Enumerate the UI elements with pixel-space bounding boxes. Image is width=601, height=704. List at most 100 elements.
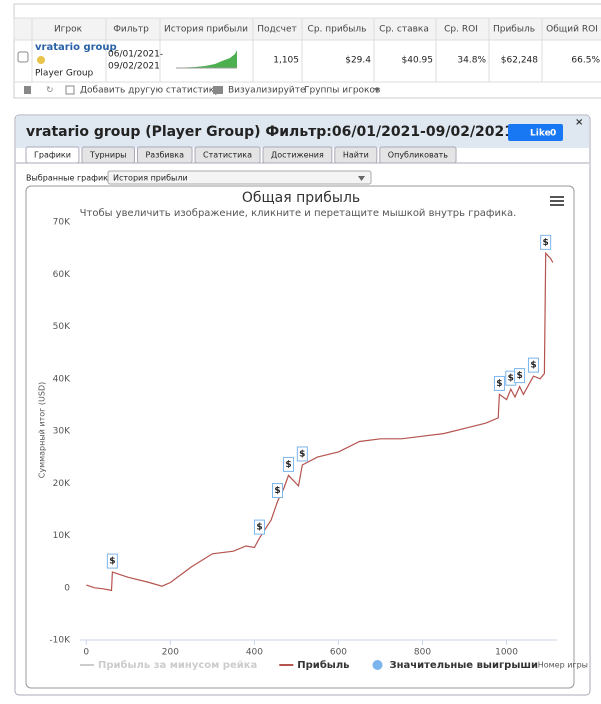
header: Прибыль [493,25,535,35]
y-tick-label: 70K [53,218,71,228]
big-win-label: $ [496,379,502,389]
header: Ср. ROI [444,25,478,35]
add-icon [65,85,75,95]
y-tick-label: 20K [53,479,71,489]
dropdown-arrow [374,88,380,92]
big-win-label: $ [285,460,291,470]
like-button[interactable] [508,124,563,141]
header: Фильтр [113,25,149,35]
select-arrow [358,176,365,181]
big-win-label: $ [274,486,280,496]
cell: 66.5% [571,56,600,66]
panel-title: vratario group (Player Group) Фильтр:06/… [26,124,514,140]
row-values: 1,105 $29.4 $40.95 34.8% $62,248 66.5% [273,56,600,66]
y-tick-label: -10K [49,636,71,646]
header-row [13,17,601,41]
big-win-label: $ [516,371,522,381]
big-win-marker[interactable] [540,234,552,250]
cell: $29.4 [345,56,371,66]
header: Ср. прибыль [308,25,367,35]
legend-label[interactable]: Значительные выигрыши [390,660,539,671]
legend-label[interactable]: Прибыль [297,659,349,671]
y-tick-label: 40K [53,374,71,384]
big-win-label: $ [256,523,262,533]
profit-line [86,251,554,592]
filter-dates: 06/01/2021- [108,50,163,60]
refresh-icon[interactable]: ↻ [46,86,54,96]
x-tick-label: 400 [246,648,263,658]
big-win-label: $ [543,238,549,248]
row-checkbox[interactable] [17,51,29,63]
visualize[interactable]: Визуализируйте [228,86,306,96]
player-groups[interactable]: Группы игроков [304,86,380,96]
y-tick-label: 0 [64,583,70,593]
group-icon [37,56,45,64]
big-win-marker[interactable] [514,368,526,384]
x-tick-label: 800 [414,648,431,658]
visualize-icon [213,86,223,94]
big-win-marker[interactable] [253,519,265,535]
tab-label: Разбивка [145,151,184,160]
cell: 1,105 [273,56,299,66]
big-win-label: $ [508,374,514,384]
delete-icon[interactable] [24,86,31,94]
tab-label: Найти [343,151,369,160]
toolbar: ↻ Добавить другую статистику Визуализиру… [24,85,380,96]
chart-select[interactable] [107,170,372,185]
big-win-marker[interactable] [296,446,308,462]
x-axis-label: Номер игры [538,661,588,670]
header: Игрок [54,25,83,35]
tab-label: Статистика [203,151,252,160]
header: Подсчет [257,25,297,35]
x-tick-label: 0 [83,648,89,658]
like-label: Like [530,129,551,139]
big-win-label: $ [299,449,305,459]
tab-label: Опубликовать [388,151,449,160]
select-label: Выбранные графики: [26,174,116,183]
big-win-marker[interactable] [493,375,505,391]
player-group: Player Group [35,69,94,79]
y-tick-label: 60K [53,270,71,280]
big-win-marker[interactable] [527,357,539,373]
chart-subtitle: Чтобы увеличить изображение, кликните и … [80,208,517,219]
big-win-label: $ [109,557,115,567]
filter-dates: 09/02/2021 [108,62,160,72]
column-lines [14,18,601,83]
big-win-marker[interactable] [282,456,294,472]
sparkline [176,50,237,68]
chart-frame [25,185,575,689]
x-tick-label: 200 [162,648,179,658]
big-win-label: $ [530,361,536,371]
tab-label: Достижения [271,151,324,160]
y-tick-label: 50K [53,322,71,332]
legend-symbol [372,660,383,670]
x-tick-label: 600 [330,648,347,658]
header: Ср. ставка [379,25,429,35]
y-tick-label: 10K [53,531,71,541]
big-win-marker[interactable] [106,553,118,569]
headers: Игрок Фильтр История прибыли Подсчет Ср.… [54,25,598,35]
close-button[interactable]: × [575,117,583,128]
legend-label[interactable]: Прибыль за минусом рейка [98,659,257,671]
chart-title: Общая прибыль [242,190,360,206]
x-tick-label: 1000 [495,648,518,658]
big-win-marker[interactable] [272,483,284,499]
player-link[interactable]: vratario group [35,42,117,53]
panel-titlebar [16,116,589,148]
header: История прибыли [164,25,248,35]
add-stat[interactable]: Добавить другую статистику [80,86,220,96]
cell: 34.8% [457,56,486,66]
y-axis-label: Суммарный итог (USD) [38,382,47,479]
cell: $62,248 [501,56,538,66]
cell: $40.95 [402,56,434,66]
tab-label: Турниры [89,151,127,160]
select-value: История прибыли [113,174,188,183]
menu-button[interactable] [550,196,564,206]
plot: -10K 0 10K 20K 30K 40K 50K 60K 70K 0 200 400 600 800 1… [49,218,588,672]
tabs: Графики Турниры Разбивка Статистика Достижен… [25,146,457,164]
header: Общий ROI [546,25,598,35]
y-tick-label: 30K [53,427,71,437]
tab-label: Графики [34,151,71,160]
like-count: 0 [550,129,556,139]
